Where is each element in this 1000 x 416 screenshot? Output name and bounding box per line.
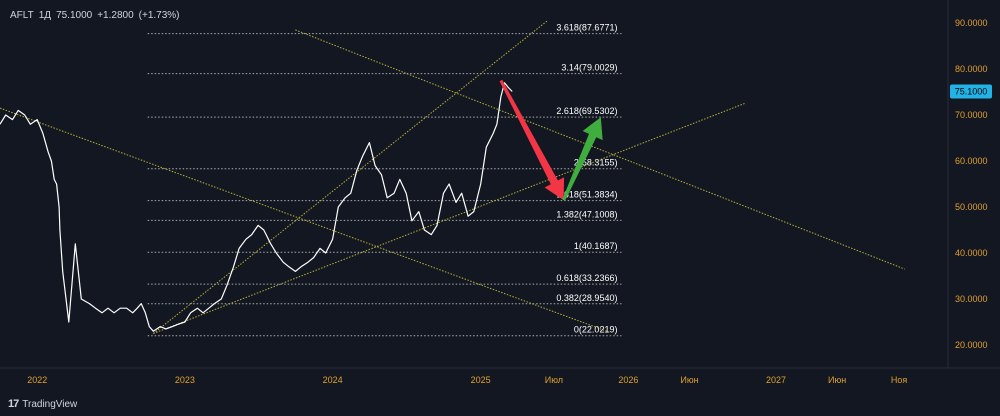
trend-line[interactable] — [153, 103, 745, 334]
trend-lines[interactable] — [0, 20, 905, 334]
price-line — [0, 82, 513, 332]
price-label: 75.1000 — [56, 10, 93, 21]
fib-level-label: 0.618(33.2366) — [556, 273, 617, 283]
price-tick-label: 30.0000 — [955, 294, 988, 304]
fib-level-label: 2.618(69.5302) — [556, 106, 617, 116]
trend-line[interactable] — [0, 107, 610, 333]
fib-level-label: 0(22.0219) — [574, 325, 618, 335]
fib-level-label: 3.14(79.0029) — [561, 63, 617, 73]
time-tick-label: 2025 — [471, 375, 491, 385]
arrow-annotations[interactable] — [499, 79, 603, 201]
tradingview-logo-icon: 17 — [8, 398, 19, 410]
time-tick-label: Июл — [545, 375, 563, 385]
symbol-label[interactable]: AFLT — [10, 10, 34, 21]
fib-level-label: 1.618(51.3834) — [556, 190, 617, 200]
time-tick-label: 2027 — [766, 375, 786, 385]
arrow-down[interactable] — [499, 79, 565, 201]
price-tick-label: 70.0000 — [955, 110, 988, 120]
fib-level-label: 2(58.3155) — [574, 158, 618, 168]
price-tick-label: 80.0000 — [955, 64, 988, 74]
fib-level-label: 3.618(87.6771) — [556, 23, 617, 33]
tradingview-logo[interactable]: 17 TradingView — [8, 398, 77, 410]
time-tick-label: Июн — [828, 375, 846, 385]
chart-header: AFLT 1Д 75.1000 +1.2800 (+1.73%) — [10, 10, 185, 21]
price-tick-label: 90.0000 — [955, 18, 988, 28]
price-tick-label: 50.0000 — [955, 202, 988, 212]
last-price-badge-bg — [950, 84, 992, 99]
fib-level-label: 1.382(47.1008) — [556, 209, 617, 219]
trend-line[interactable] — [295, 29, 905, 270]
time-tick-label: 2023 — [175, 375, 195, 385]
last-price-badge: 75.1000 — [950, 84, 992, 99]
change-pct-label: (+1.73%) — [138, 10, 180, 21]
time-tick-label: 2022 — [27, 375, 47, 385]
last-price-badge-text: 75.1000 — [955, 87, 988, 97]
logo-text: TradingView — [22, 398, 78, 410]
fib-level-label: 1(40.1687) — [574, 241, 618, 251]
price-tick-label: 60.0000 — [955, 156, 988, 166]
price-tick-label: 20.0000 — [955, 340, 988, 350]
time-tick-label: 2026 — [618, 375, 638, 385]
time-axis[interactable]: 2022 2023 2024 2025 Июл 2026 Июн 2027 Июн Ноя — [27, 375, 907, 385]
time-tick-label: Июн — [680, 375, 698, 385]
price-axis[interactable]: 90.0000 80.0000 70.0000 60.0000 50.0000 40.00… — [955, 18, 988, 350]
interval-label[interactable]: 1Д — [38, 10, 52, 21]
arrow-up[interactable] — [562, 117, 603, 201]
change-label: +1.2800 — [97, 10, 134, 21]
fib-level-label: 0.382(28.9540) — [556, 293, 617, 303]
time-tick-label: Ноя — [891, 375, 908, 385]
fib-retracement[interactable]: 3.618(87.6771) 3.14(79.0029) 2.618(69.5302… — [147, 23, 622, 337]
price-tick-label: 40.0000 — [955, 248, 988, 258]
price-series — [0, 82, 513, 332]
time-tick-label: 2024 — [323, 375, 343, 385]
